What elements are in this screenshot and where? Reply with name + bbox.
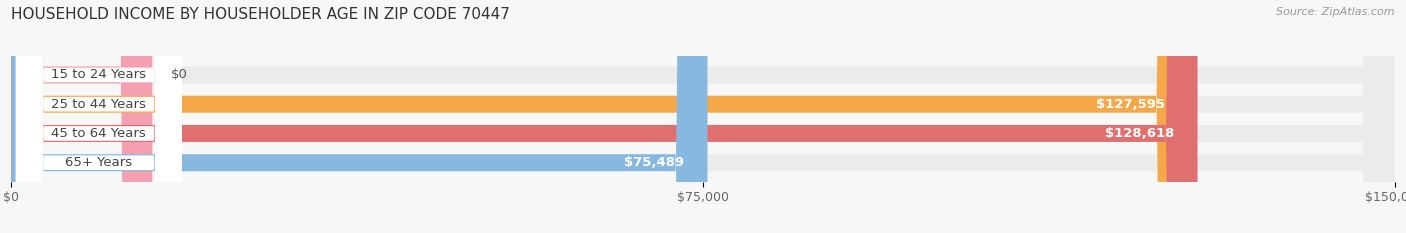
Text: HOUSEHOLD INCOME BY HOUSEHOLDER AGE IN ZIP CODE 70447: HOUSEHOLD INCOME BY HOUSEHOLDER AGE IN Z… xyxy=(11,7,510,22)
Text: $75,489: $75,489 xyxy=(624,156,685,169)
Text: 25 to 44 Years: 25 to 44 Years xyxy=(52,98,146,111)
FancyBboxPatch shape xyxy=(15,0,181,233)
Text: 65+ Years: 65+ Years xyxy=(65,156,132,169)
Text: $128,618: $128,618 xyxy=(1105,127,1174,140)
Text: 45 to 64 Years: 45 to 64 Years xyxy=(52,127,146,140)
FancyBboxPatch shape xyxy=(15,0,181,233)
FancyBboxPatch shape xyxy=(15,0,181,233)
Text: $0: $0 xyxy=(170,69,187,82)
FancyBboxPatch shape xyxy=(15,0,181,233)
FancyBboxPatch shape xyxy=(11,0,152,233)
FancyBboxPatch shape xyxy=(11,0,1188,233)
FancyBboxPatch shape xyxy=(11,0,1198,233)
FancyBboxPatch shape xyxy=(11,0,1395,233)
Text: 15 to 24 Years: 15 to 24 Years xyxy=(52,69,146,82)
FancyBboxPatch shape xyxy=(11,0,707,233)
FancyBboxPatch shape xyxy=(11,0,1395,233)
Text: Source: ZipAtlas.com: Source: ZipAtlas.com xyxy=(1277,7,1395,17)
FancyBboxPatch shape xyxy=(11,0,1395,233)
FancyBboxPatch shape xyxy=(11,0,1395,233)
Text: $127,595: $127,595 xyxy=(1097,98,1166,111)
